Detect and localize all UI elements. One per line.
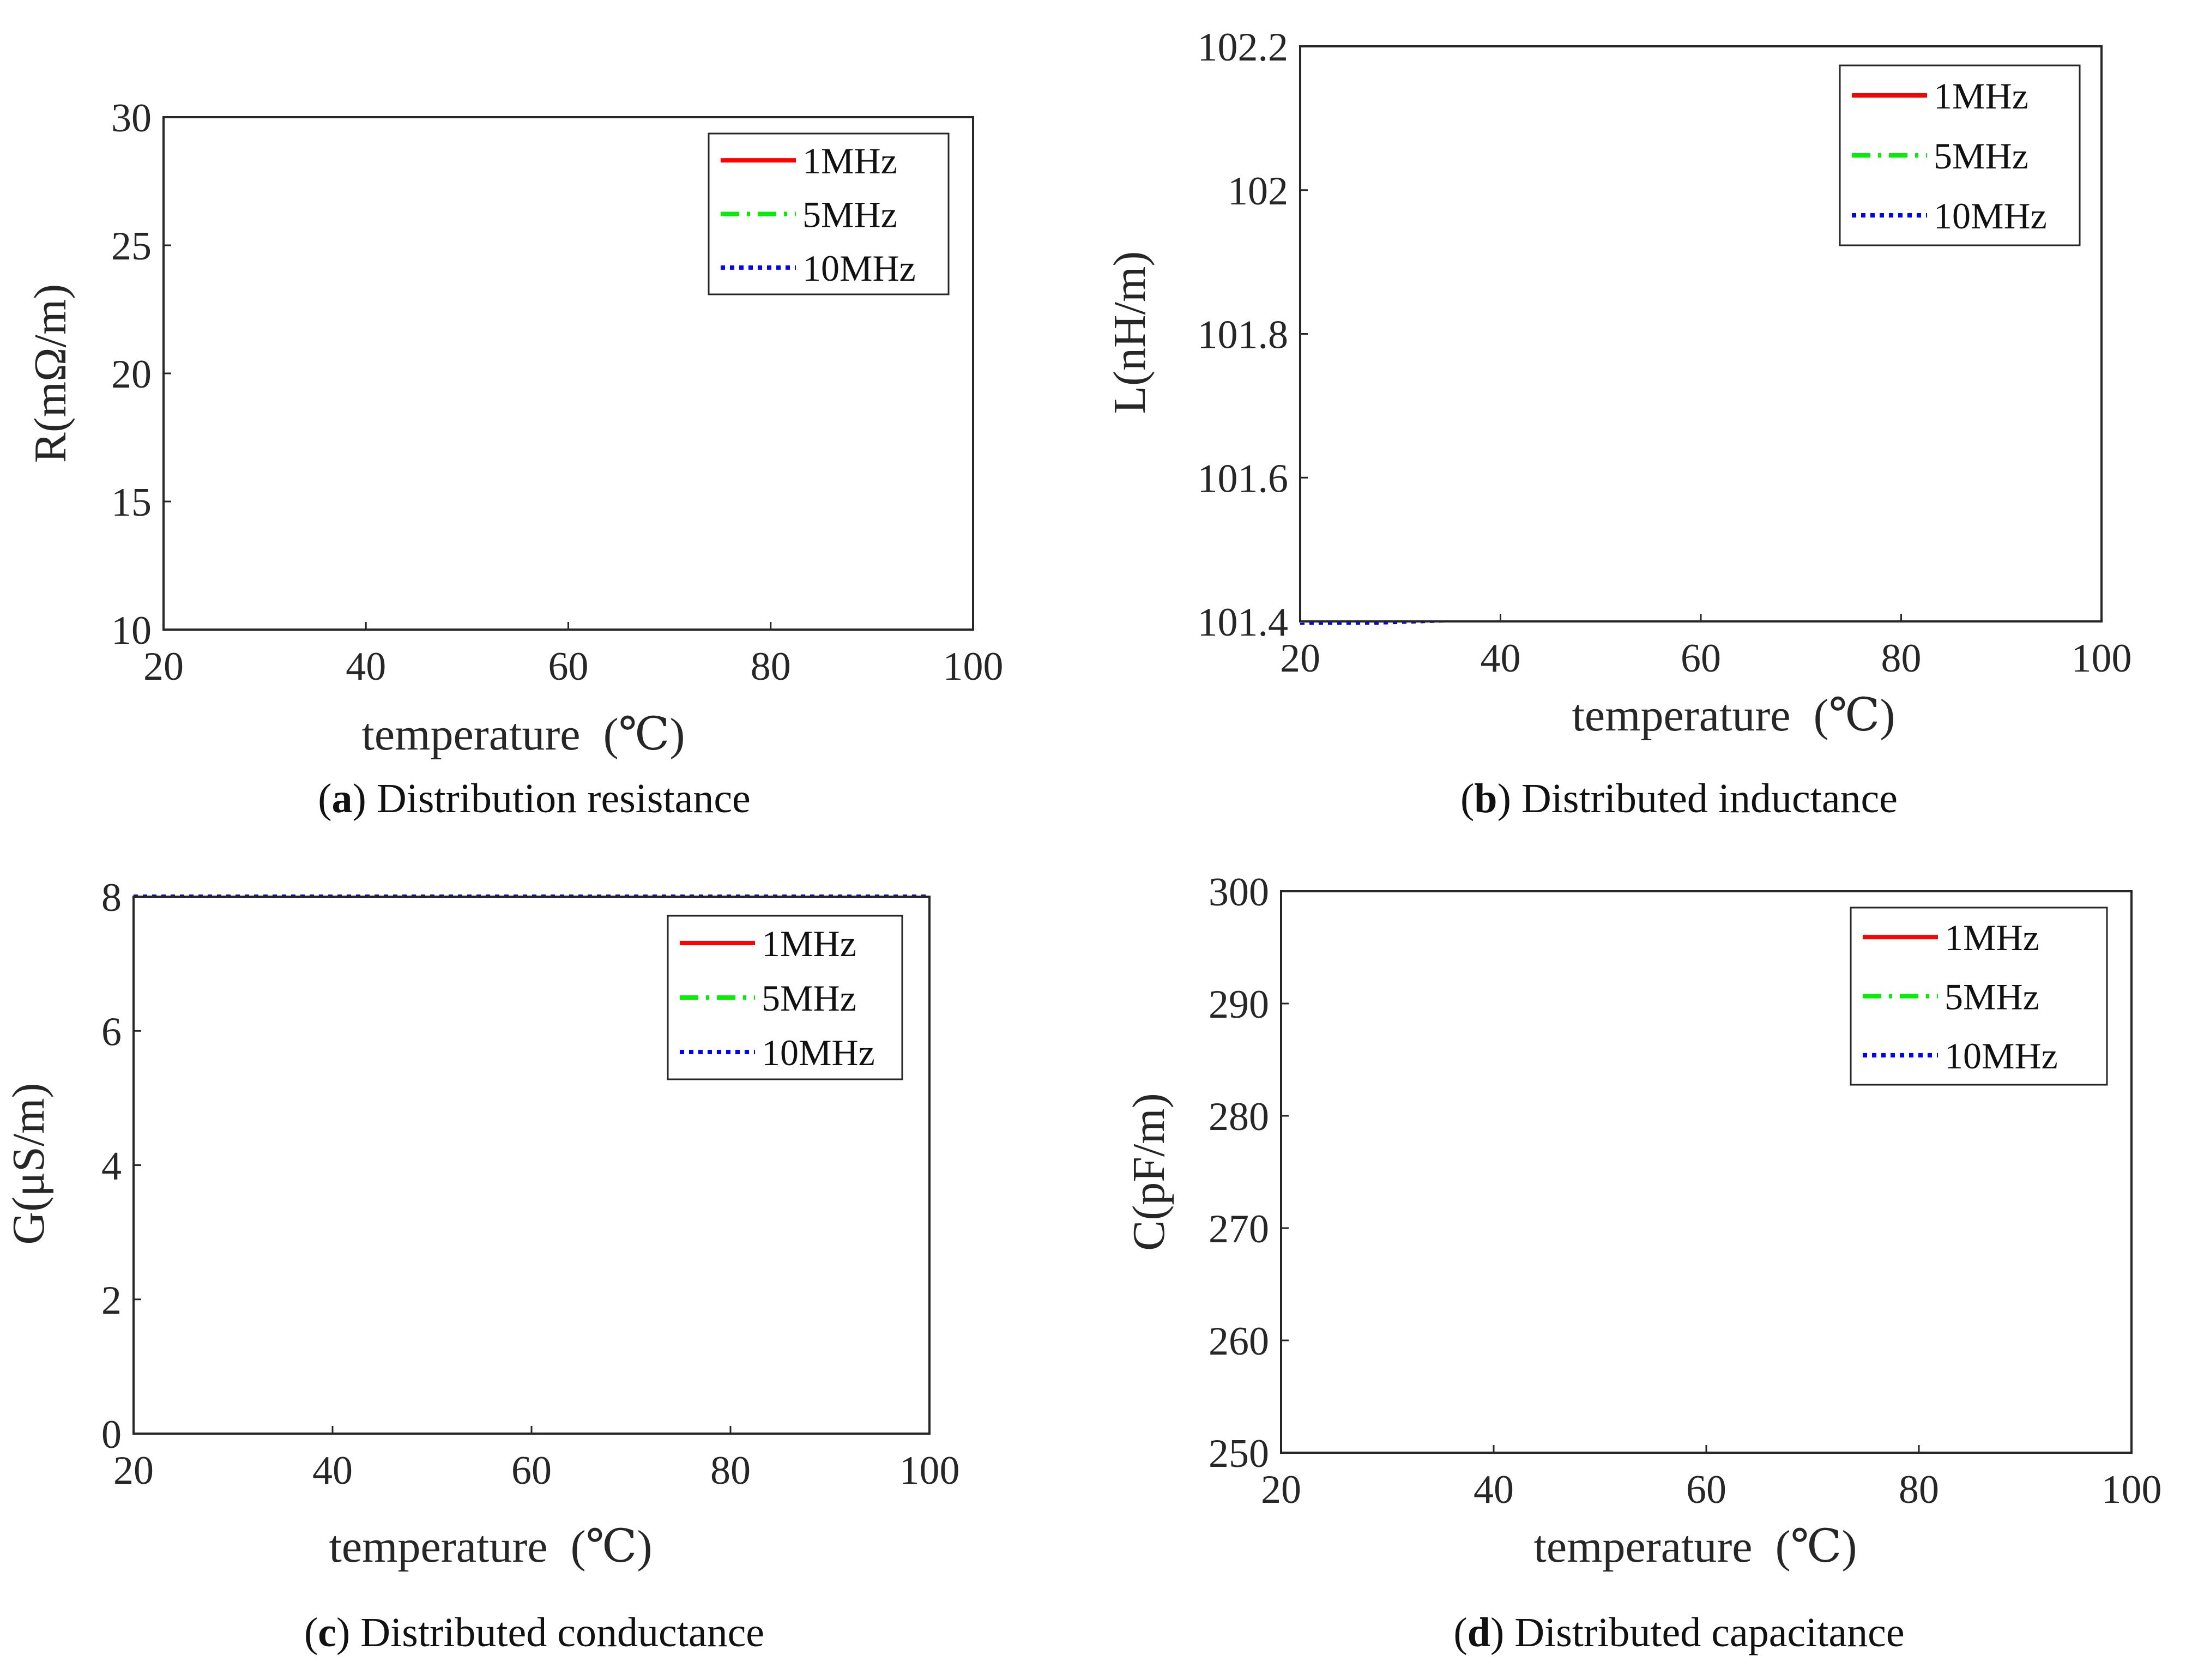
x-tick-label: 80: [1881, 636, 1922, 681]
panel-caption: (d) Distributed capacitance: [1453, 1610, 1904, 1655]
y-tick-label: 102: [1228, 169, 1288, 214]
chart-panel-b: 20 40 60 80 100 101.4 101.6 101.8 102 102.2 temper…: [1104, 25, 2132, 821]
y-tick-label: 101.6: [1198, 456, 1289, 501]
legend-label-5MHz: 5MHz: [762, 977, 856, 1019]
y-tick-label: 4: [101, 1144, 122, 1189]
legend-label-1MHz: 1MHz: [802, 140, 897, 182]
x-tick-label: 20: [143, 644, 184, 689]
x-axis-label: temperature (℃): [1533, 1521, 1857, 1572]
y-tick-label: 6: [101, 1010, 122, 1054]
y-tick-label: 270: [1209, 1207, 1269, 1252]
y-tick-label: 30: [111, 96, 152, 141]
x-tick-label: 40: [346, 644, 386, 689]
chart-panel-a: 20 40 60 80 100 10 15 20 25 30 temperature (℃) R(mΩ…: [25, 96, 1004, 821]
y-tick-label: 15: [111, 480, 152, 525]
y-tick-label: 101.8: [1198, 313, 1289, 358]
y-tick-label: 290: [1209, 982, 1269, 1027]
legend: 1MHz 5MHz 10MHz: [1839, 64, 2081, 246]
y-tick-label: 300: [1209, 870, 1269, 915]
panel-caption: (c) Distributed conductance: [304, 1610, 764, 1655]
legend: 1MHz 5MHz 10MHz: [667, 915, 903, 1080]
caption-letter: b: [1474, 776, 1497, 821]
legend-label-10MHz: 10MHz: [1934, 195, 2047, 237]
x-tick-label: 60: [548, 644, 589, 689]
legend-label-5MHz: 5MHz: [802, 194, 897, 235]
y-axis-label: C(pF/m): [1124, 1093, 1174, 1250]
x-tick-label: 40: [312, 1448, 353, 1493]
x-tick-label: 60: [1681, 636, 1721, 681]
x-tick-label: 20: [113, 1448, 154, 1493]
chart-panel-c: 20 40 60 80 100 0 2 4 6 8 temperature (℃) G(μS/m) 1M…: [3, 875, 960, 1655]
y-tick-label: 101.4: [1198, 600, 1289, 645]
y-tick-label: 20: [111, 352, 152, 397]
y-tick-label: 102.2: [1198, 25, 1289, 70]
x-axis-label: temperature (℃): [1572, 690, 1895, 741]
legend-label-5MHz: 5MHz: [1945, 976, 2039, 1018]
x-tick-label: 60: [1686, 1467, 1726, 1512]
y-tick-label: 25: [111, 224, 152, 269]
x-tick-label: 60: [511, 1448, 552, 1493]
x-tick-label: 20: [1280, 636, 1320, 681]
x-tick-label: 40: [1474, 1467, 1514, 1512]
y-tick-label: 280: [1209, 1095, 1269, 1139]
x-tick-label: 100: [943, 644, 1004, 689]
legend: 1MHz 5MHz 10MHz: [708, 132, 950, 295]
x-tick-label: 80: [1899, 1467, 1939, 1512]
x-axis-label: temperature (℃): [329, 1521, 652, 1572]
y-axis-label: G(μS/m): [3, 1083, 54, 1244]
caption-letter: a: [332, 776, 353, 821]
y-axis-label: R(mΩ/m): [25, 284, 76, 463]
y-tick-label: 0: [101, 1412, 122, 1457]
x-axis-label: temperature (℃): [361, 709, 685, 760]
legend-label-1MHz: 1MHz: [1934, 75, 2028, 117]
x-tick-label: 80: [751, 644, 791, 689]
x-tick-label: 100: [2072, 636, 2132, 681]
legend-label-5MHz: 5MHz: [1934, 135, 2028, 177]
x-tick-label: 100: [2102, 1467, 2162, 1512]
legend-label-10MHz: 10MHz: [802, 247, 916, 289]
legend-label-10MHz: 10MHz: [1945, 1035, 2058, 1077]
chart-panel-d: 20 40 60 80 100 250 260 270 280 290 300 temperature…: [1124, 870, 2162, 1655]
caption-letter: c: [318, 1610, 336, 1655]
legend: 1MHz 5MHz 10MHz: [1850, 907, 2108, 1086]
x-tick-label: 100: [899, 1448, 960, 1493]
y-tick-label: 260: [1209, 1319, 1269, 1364]
legend-label-10MHz: 10MHz: [762, 1032, 875, 1073]
y-axis-label: L(nH/m): [1104, 251, 1155, 414]
y-tick-label: 8: [101, 875, 122, 920]
legend-label-1MHz: 1MHz: [762, 923, 856, 964]
x-tick-label: 80: [710, 1448, 751, 1493]
y-tick-label: 2: [101, 1278, 122, 1323]
y-tick-label: 250: [1209, 1431, 1269, 1476]
x-tick-label: 40: [1481, 636, 1521, 681]
caption-letter: d: [1468, 1610, 1490, 1655]
legend-label-1MHz: 1MHz: [1945, 917, 2039, 958]
y-tick-label: 10: [111, 608, 152, 653]
panel-caption: (b) Distributed inductance: [1460, 776, 1898, 821]
panel-caption: (a) Distribution resistance: [318, 776, 751, 821]
x-tick-label: 20: [1261, 1467, 1301, 1512]
